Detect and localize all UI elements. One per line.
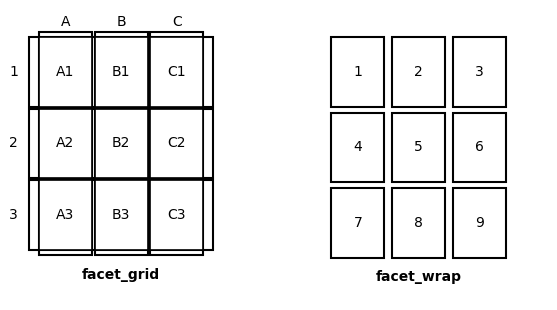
Bar: [29, 37, 213, 107]
Text: 4: 4: [354, 140, 362, 154]
Bar: [150, 108, 203, 178]
Bar: [29, 180, 213, 250]
Bar: [150, 180, 203, 250]
Text: 3: 3: [475, 65, 483, 79]
Bar: [331, 113, 384, 182]
Text: C2: C2: [168, 136, 186, 150]
Text: A2: A2: [56, 136, 75, 150]
Bar: [39, 32, 92, 255]
Text: facet_wrap: facet_wrap: [375, 270, 462, 284]
Text: A1: A1: [56, 65, 75, 79]
Bar: [331, 37, 384, 107]
Text: 6: 6: [475, 140, 483, 154]
Text: B1: B1: [112, 65, 130, 79]
Text: 1: 1: [354, 65, 362, 79]
Bar: [392, 188, 445, 258]
Bar: [453, 188, 506, 258]
Bar: [331, 188, 384, 258]
Text: B2: B2: [112, 136, 130, 150]
Text: 9: 9: [475, 216, 483, 230]
Text: 3: 3: [9, 208, 18, 222]
Text: 5: 5: [414, 140, 423, 154]
Bar: [453, 113, 506, 182]
Bar: [95, 108, 148, 178]
Bar: [39, 180, 92, 250]
Bar: [150, 32, 203, 255]
Text: B3: B3: [112, 208, 130, 222]
Bar: [29, 108, 213, 178]
Text: C3: C3: [168, 208, 186, 222]
Text: A: A: [61, 16, 70, 29]
Text: 8: 8: [414, 216, 423, 230]
Text: 2: 2: [9, 136, 18, 150]
Text: A3: A3: [56, 208, 75, 222]
Text: 1: 1: [9, 65, 18, 79]
Bar: [150, 37, 203, 107]
Bar: [95, 180, 148, 250]
Bar: [453, 37, 506, 107]
Text: C: C: [172, 16, 182, 29]
Bar: [95, 37, 148, 107]
Bar: [392, 113, 445, 182]
Text: facet_grid: facet_grid: [82, 268, 160, 281]
Bar: [95, 32, 148, 255]
Text: 7: 7: [354, 216, 362, 230]
Text: C1: C1: [168, 65, 186, 79]
Bar: [392, 37, 445, 107]
Text: 2: 2: [414, 65, 423, 79]
Bar: [39, 37, 92, 107]
Bar: [39, 108, 92, 178]
Text: B: B: [116, 16, 126, 29]
